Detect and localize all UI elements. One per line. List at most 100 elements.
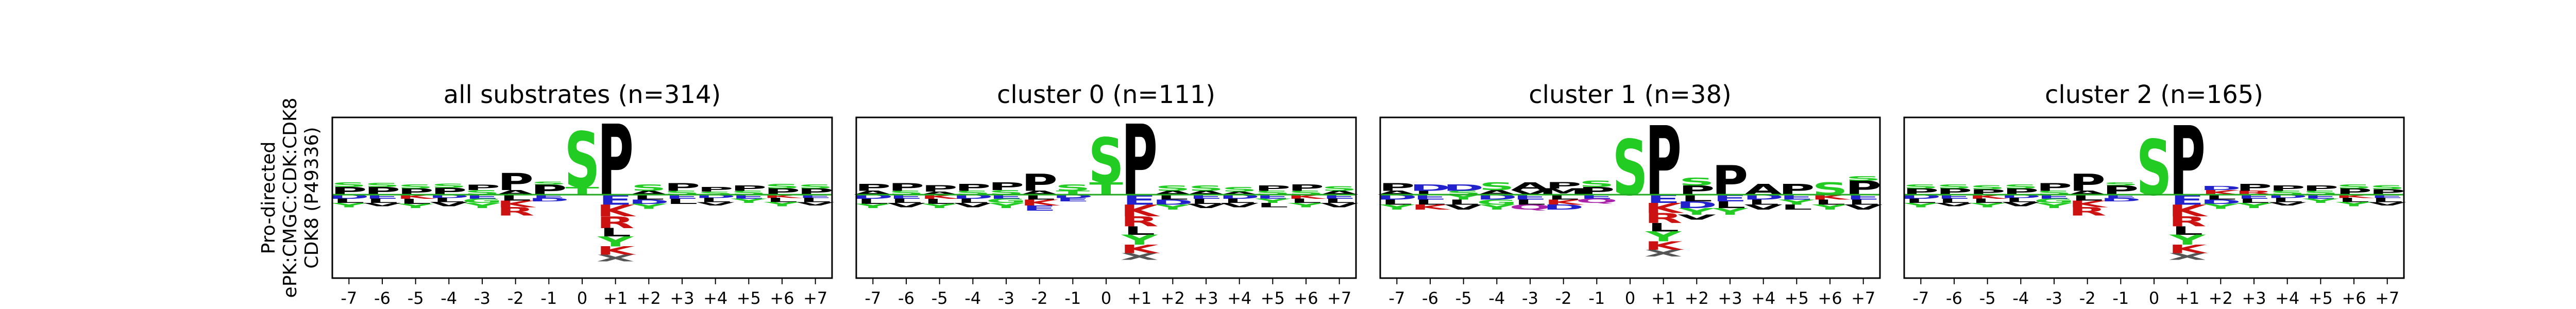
logo-letter-R: R: [497, 205, 535, 218]
logo-letter-P: P: [1288, 183, 1324, 193]
logo-letter-A: A: [1320, 190, 1359, 196]
logo-letter-Y: Y: [1778, 198, 1816, 207]
logo-letter-L: L: [500, 193, 531, 202]
logo-letter-K: K: [2335, 194, 2375, 199]
logo-letter-S: S: [1255, 190, 1291, 196]
x-tick-label: -6: [1422, 288, 1438, 308]
logo-letter-P: P: [922, 184, 958, 194]
logo-letter-G: G: [1477, 198, 1517, 207]
logo-letter-S: S: [364, 182, 400, 188]
logo-letter-P: P: [2302, 184, 2338, 193]
logo-letter-Y: Y: [1378, 203, 1416, 212]
logo-letter-P: P: [988, 180, 1024, 193]
logo-letter-X: X: [2168, 251, 2207, 262]
logo-letter-D: D: [529, 197, 570, 202]
logo-letter-S: S: [1479, 180, 1515, 193]
logo-letter-P: P: [955, 182, 991, 193]
logo-letter-Y: Y: [1902, 202, 1940, 209]
x-tick-label: +2: [1685, 288, 1709, 308]
x-tick-label: -6: [1946, 288, 1962, 308]
logo-letter-L: L: [2371, 197, 2403, 203]
logo-letter-Y: Y: [921, 203, 959, 210]
logo-letter-V: V: [1445, 203, 1483, 212]
logo-letter-K: K: [2168, 201, 2208, 220]
logo-letter-L: L: [600, 226, 631, 239]
x-tick-label: +7: [1851, 288, 1875, 308]
x-tick-label: +5: [1785, 288, 1809, 308]
logo-letter-L: L: [1124, 224, 1155, 237]
logo-letter-Q: Q: [1576, 198, 1618, 204]
logo-letter-L: L: [1781, 203, 1812, 212]
logo-letter-V: V: [1221, 202, 1259, 209]
logo-letter-S: S: [431, 183, 467, 189]
logo-letter-E: E: [799, 194, 833, 199]
x-tick-label: +4: [1227, 288, 1251, 308]
logo-letter-P: P: [464, 183, 500, 192]
logo-letter-D: D: [2100, 197, 2142, 202]
x-tick-label: 0: [1625, 288, 1635, 308]
logo-letter-E: E: [1023, 204, 1057, 213]
x-tick-label: -2: [2079, 288, 2096, 308]
logo-letter-L: L: [1414, 190, 1446, 196]
logo-letter-L: L: [2005, 197, 2037, 203]
x-tick-label: -3: [1522, 288, 1538, 308]
logo-letter-R: R: [2069, 205, 2107, 218]
x-tick-label: +7: [1327, 288, 1351, 308]
x-tick-label: +4: [703, 288, 727, 308]
logo-letter-P: P: [2269, 184, 2305, 193]
logo-letter-L: L: [1190, 198, 1222, 206]
logo-letter-D: D: [1543, 203, 1584, 212]
x-tick-label: +6: [770, 288, 794, 308]
logo-letter-L: L: [800, 197, 831, 203]
logo-letter-S: S: [888, 190, 924, 196]
logo-letter-G: G: [462, 198, 503, 204]
logo-letter-S: S: [2269, 190, 2305, 196]
logo-letter-L: L: [2238, 198, 2269, 204]
logo-letter-V: V: [796, 201, 835, 207]
logo-panel-2: cluster 1 (n=38)APDLYLDELKSDYLVASDGYVAEL…: [1376, 80, 1882, 308]
logo-letter-Y: Y: [2302, 198, 2340, 204]
logo-letter-L: L: [1905, 198, 1937, 204]
logo-letter-Y: Y: [1121, 232, 1158, 248]
logo-letter-P: P: [888, 181, 924, 194]
logo-letter-Y: Y: [988, 202, 1025, 210]
logo-letter-Y: Y: [2335, 201, 2373, 208]
logo-letter-S: S: [331, 181, 367, 188]
logo-letter-D: D: [1410, 183, 1451, 193]
logo-letter-L: L: [1257, 202, 1289, 209]
logo-letter-S: S: [398, 184, 433, 190]
logo-letter-A: A: [921, 191, 959, 196]
panel-title: cluster 1 (n=38): [1529, 80, 1731, 109]
logo-letter-Y: Y: [1811, 203, 1849, 212]
logo-letter-Y: Y: [1711, 207, 1749, 217]
logo-letter-P: P: [1255, 184, 1291, 193]
x-tick-label: +5: [737, 288, 761, 308]
row-label: Pro-directed ePK:CMGC:CDK:CDK8 CDK8 (P4933…: [258, 98, 323, 298]
x-tick-label: -5: [931, 288, 948, 308]
logo-letter-L: L: [1972, 198, 2003, 204]
logo-letter-L: L: [2272, 197, 2303, 203]
logo-letter-S: S: [2103, 182, 2139, 187]
logo-letter-R: R: [1645, 210, 1683, 226]
logo-letter-K: K: [2068, 199, 2108, 210]
logo-letter-S: S: [631, 183, 667, 193]
x-tick-label: -2: [1031, 288, 1048, 308]
x-tick-label: +3: [670, 288, 694, 308]
logo-letter-A: A: [1154, 190, 1192, 196]
x-tick-label: 0: [1101, 288, 1111, 308]
logo-letter-S: S: [1970, 184, 2005, 191]
logo-letter-K: K: [1644, 239, 1685, 252]
logo-letters: APDLYLDELKSDYLVASDGYVAELQMPLKDPSEQSPEKRL…: [1376, 106, 1882, 259]
x-tick-label: +2: [1161, 288, 1185, 308]
panel-title: cluster 2 (n=165): [2045, 80, 2263, 109]
logo-letter-Y: Y: [1478, 203, 1516, 212]
logo-letters: APDLYSPELVAPKLYSPDLVSPEGYAPLKETSDETSPEKR…: [853, 105, 1359, 262]
logo-letter-L: L: [400, 198, 431, 206]
logo-letter-E: E: [1713, 193, 1747, 204]
logo-letter-P: P: [1646, 106, 1682, 217]
logo-letter-Y: Y: [1254, 198, 1292, 204]
logo-letter-Y: Y: [2235, 202, 2273, 210]
logo-letter-A: A: [1378, 190, 1416, 196]
logo-letter-D: D: [2200, 199, 2242, 205]
